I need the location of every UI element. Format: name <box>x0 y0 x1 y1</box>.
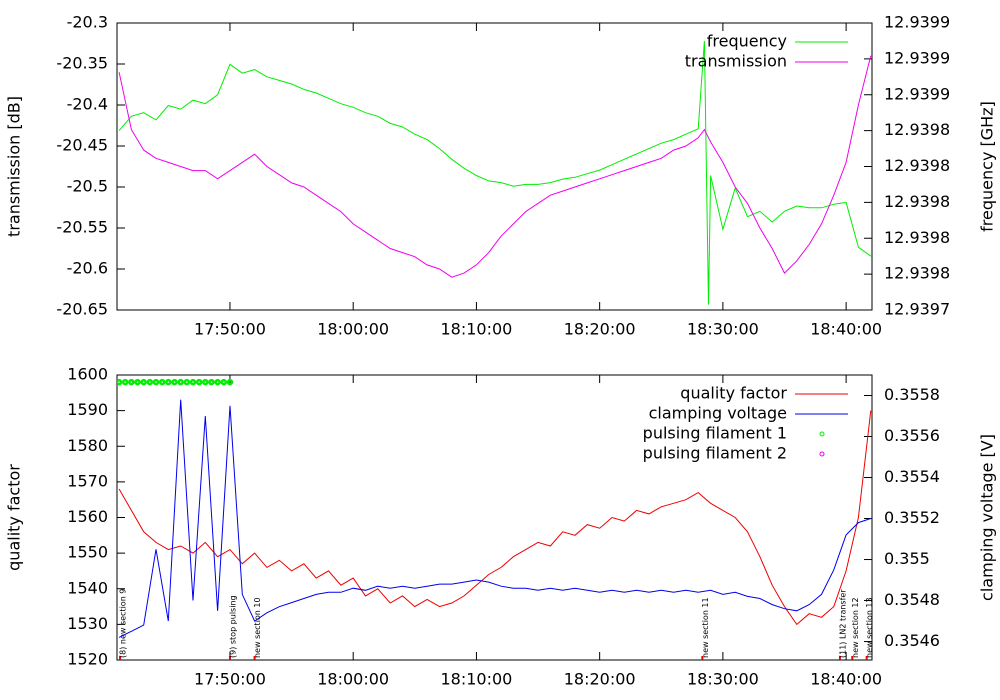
x-tick-label: 18:40:00 <box>810 670 882 689</box>
data-point <box>134 378 141 386</box>
x-tick-label: 18:20:00 <box>564 320 636 339</box>
data-point <box>208 378 215 386</box>
x-tick-label: 18:20:00 <box>564 670 636 689</box>
data-point <box>158 378 166 386</box>
annotation: new section 11 <box>701 597 710 658</box>
y-tick-label: 1550 <box>67 543 108 562</box>
data-point <box>152 378 160 386</box>
data-point <box>220 378 228 386</box>
data-line <box>118 40 872 305</box>
x-tick-label: 18:30:00 <box>687 320 759 339</box>
data-point <box>140 378 147 386</box>
y2-tick-label: 0.3546 <box>884 631 940 650</box>
data-point <box>165 378 172 386</box>
data-point <box>183 378 191 386</box>
data-line <box>118 410 872 626</box>
data-point <box>121 378 129 386</box>
y2-tick-label: 12.9398 <box>884 228 950 247</box>
data-point <box>146 378 154 386</box>
y-tick-label: -20.4 <box>67 95 108 114</box>
data-point <box>171 378 178 386</box>
y2-tick-label: 0.3548 <box>884 590 940 609</box>
y2-tick-label: 12.9397 <box>884 300 950 319</box>
y2-tick-label: 12.9398 <box>884 120 950 139</box>
data-line <box>118 399 871 638</box>
y-tick-label: -20.45 <box>56 136 108 155</box>
y-tick-label: 1530 <box>67 614 108 633</box>
x-tick-label: 18:30:00 <box>687 670 759 689</box>
x-tick-label: 18:00:00 <box>317 320 389 339</box>
data-point <box>189 378 197 386</box>
x-tick-label: 17:50:00 <box>194 320 266 339</box>
y-tick-label: -20.55 <box>56 218 108 237</box>
legend-label: clamping voltage <box>649 404 787 423</box>
x-tick-label: 17:50:00 <box>194 670 266 689</box>
data-point <box>117 378 123 386</box>
annotation: (8) new section 9 <box>119 589 128 658</box>
y2-tick-label: 12.9399 <box>884 13 950 32</box>
y2-tick-label: 0.3552 <box>884 508 940 527</box>
y2-axis-label: clamping voltage [V] <box>978 434 997 601</box>
legend-marker <box>819 431 825 437</box>
y-tick-label: 1540 <box>67 578 108 597</box>
y2-tick-label: 12.9398 <box>884 156 950 175</box>
y-tick-label: 1600 <box>67 365 108 384</box>
x-tick-label: 18:40:00 <box>810 320 882 339</box>
data-point <box>202 378 209 386</box>
y2-axis-label: frequency [GHz] <box>978 101 997 232</box>
legend-label: transmission <box>685 52 787 71</box>
y2-tick-label: 12.9399 <box>884 48 950 67</box>
y-tick-label: -20.5 <box>67 177 108 196</box>
y-tick-label: 1590 <box>67 400 108 419</box>
legend-label: pulsing filament 1 <box>643 424 787 443</box>
y-tick-label: 1570 <box>67 471 108 490</box>
y2-tick-label: 0.3558 <box>884 385 940 404</box>
y2-tick-label: 0.355 <box>884 549 930 568</box>
y-tick-label: -20.35 <box>56 54 108 73</box>
legend-marker <box>819 451 825 457</box>
x-tick-label: 18:10:00 <box>440 320 512 339</box>
y-tick-label: -20.6 <box>67 259 108 278</box>
annotation: new section 12 <box>851 597 860 658</box>
y2-tick-label: 12.9398 <box>884 264 950 283</box>
legend-label: quality factor <box>680 384 787 403</box>
y-axis-label: quality factor <box>5 464 24 571</box>
y2-tick-label: 0.3556 <box>884 426 940 445</box>
data-point <box>195 378 203 386</box>
data-point <box>214 378 221 386</box>
x-tick-label: 18:10:00 <box>440 670 512 689</box>
annotation: (9) stop pulsing <box>228 595 237 658</box>
annotation: new section 13 <box>865 597 874 658</box>
x-tick-label: 18:00:00 <box>317 670 389 689</box>
annotation: new section 10 <box>253 597 262 658</box>
data-point <box>226 378 234 386</box>
data-point <box>177 378 184 386</box>
y2-tick-label: 12.9398 <box>884 192 950 211</box>
y2-tick-label: 12.9399 <box>884 84 950 103</box>
y-tick-label: -20.65 <box>56 300 108 319</box>
legend-label: frequency <box>707 32 787 51</box>
y-tick-label: 1560 <box>67 507 108 526</box>
data-line <box>118 55 872 278</box>
annotation: (11) LN2 transfer <box>838 589 847 658</box>
y2-tick-label: 0.3554 <box>884 467 940 486</box>
legend-label: pulsing filament 2 <box>643 444 787 463</box>
y-axis-label: transmission [dB] <box>5 96 24 237</box>
y-tick-label: 1580 <box>67 436 108 455</box>
data-point <box>128 378 135 386</box>
y-tick-label: -20.3 <box>67 13 108 32</box>
y-tick-label: 1520 <box>67 650 108 669</box>
